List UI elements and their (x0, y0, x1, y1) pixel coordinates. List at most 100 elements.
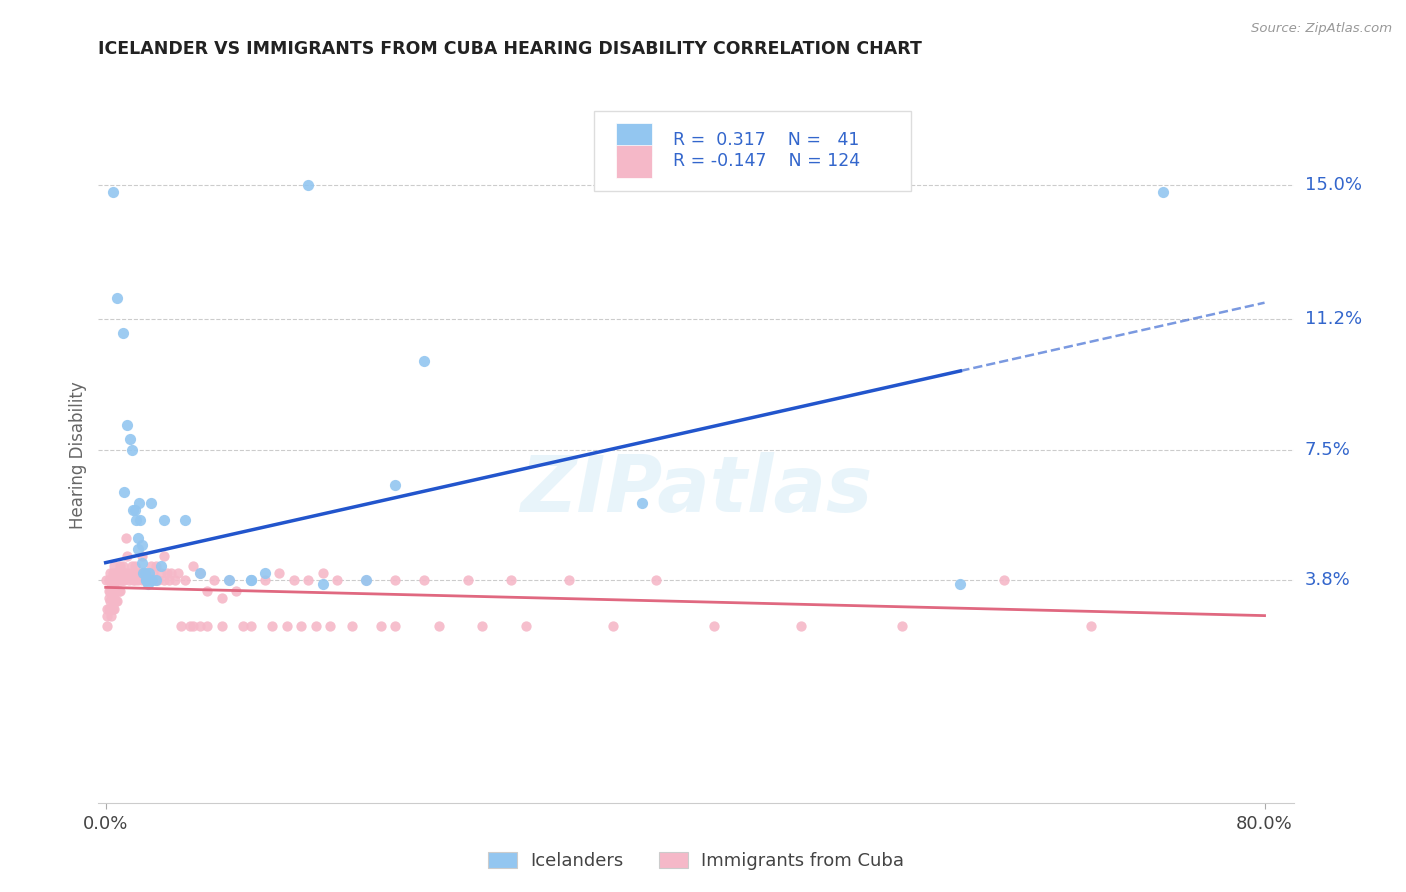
Point (131, 574, 153, 588)
Point (703, 619, 725, 633)
Point (160, 566, 183, 581)
Point (117, 417, 139, 432)
Point (105, 291, 128, 305)
Point (170, 619, 193, 633)
Point (188, 619, 211, 633)
Point (107, 566, 129, 581)
Point (152, 549, 174, 563)
Bar (616, 123, 652, 156)
Point (188, 566, 211, 581)
Point (138, 566, 160, 581)
Point (115, 531, 138, 545)
Point (104, 574, 127, 588)
Point (114, 566, 136, 581)
Point (269, 566, 291, 581)
Point (96, 619, 118, 633)
Text: 11.2%: 11.2% (1305, 310, 1362, 328)
Text: ICELANDER VS IMMIGRANTS FROM CUBA HEARING DISABILITY CORRELATION CHART: ICELANDER VS IMMIGRANTS FROM CUBA HEARIN… (98, 40, 922, 58)
Y-axis label: Hearing Disability: Hearing Disability (69, 381, 87, 529)
Point (211, 591, 233, 605)
Point (98, 574, 121, 588)
Point (101, 185, 124, 199)
Point (427, 619, 450, 633)
Point (211, 619, 233, 633)
Point (107, 583, 129, 598)
Point (181, 619, 204, 633)
Point (105, 566, 128, 581)
Point (370, 619, 392, 633)
FancyBboxPatch shape (595, 111, 911, 191)
Point (97, 591, 120, 605)
Point (1080, 619, 1102, 633)
Point (138, 566, 160, 581)
Point (253, 574, 276, 588)
Point (125, 513, 148, 527)
Point (101, 574, 124, 588)
Point (139, 559, 162, 574)
Point (110, 566, 132, 581)
Point (136, 574, 159, 588)
Point (124, 574, 146, 588)
Point (471, 619, 494, 633)
Point (121, 559, 143, 574)
Point (125, 566, 148, 581)
Point (141, 574, 163, 588)
Point (356, 574, 378, 588)
Point (112, 326, 135, 340)
Point (181, 559, 204, 574)
Point (132, 566, 155, 581)
Point (132, 566, 155, 581)
Point (131, 538, 153, 552)
Point (290, 619, 312, 633)
Point (149, 559, 172, 574)
Point (179, 619, 201, 633)
Point (114, 485, 136, 500)
Point (101, 601, 124, 615)
Point (100, 574, 122, 588)
Point (117, 549, 139, 563)
Point (312, 577, 335, 591)
Point (384, 574, 406, 588)
Point (790, 619, 813, 633)
Point (356, 574, 378, 588)
Point (124, 559, 146, 574)
Point (312, 566, 335, 581)
Point (145, 559, 167, 574)
Point (103, 580, 125, 594)
Point (283, 574, 305, 588)
Point (110, 574, 132, 588)
Point (188, 566, 211, 581)
Point (101, 583, 124, 598)
Point (138, 574, 160, 588)
Point (105, 583, 128, 598)
Text: Source: ZipAtlas.com: Source: ZipAtlas.com (1251, 22, 1392, 36)
Point (297, 178, 319, 192)
Point (100, 580, 122, 594)
Point (239, 574, 262, 588)
Point (107, 574, 129, 588)
Point (558, 574, 581, 588)
Point (108, 574, 131, 588)
Point (165, 574, 187, 588)
Point (413, 574, 436, 588)
Point (218, 574, 240, 588)
Point (129, 513, 152, 527)
Point (96, 608, 118, 623)
Point (103, 591, 125, 605)
Point (100, 601, 122, 615)
Point (104, 594, 127, 608)
Point (122, 502, 145, 516)
Point (98, 594, 121, 608)
Point (94, 574, 117, 588)
Point (104, 566, 127, 581)
Point (103, 601, 125, 615)
Point (993, 574, 1015, 588)
Point (413, 354, 436, 368)
Point (120, 566, 142, 581)
Point (131, 549, 153, 563)
Point (145, 574, 167, 588)
Point (645, 574, 668, 588)
Point (101, 594, 124, 608)
Point (384, 478, 406, 492)
Point (127, 574, 149, 588)
